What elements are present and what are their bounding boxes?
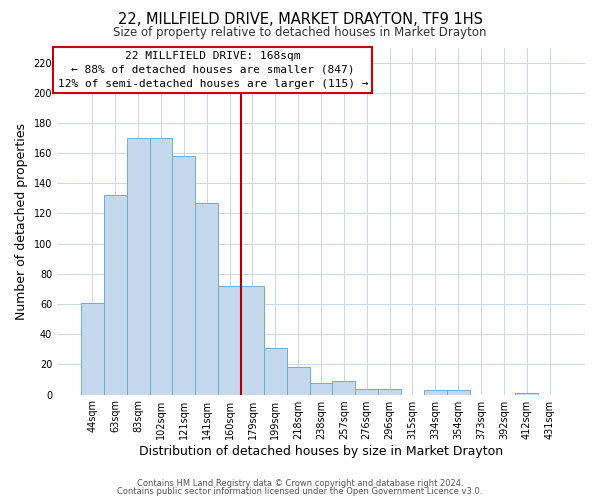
- Bar: [241, 286, 264, 395]
- Bar: [196, 203, 218, 394]
- Bar: [355, 388, 378, 394]
- Bar: [264, 348, 287, 395]
- Bar: [424, 390, 447, 394]
- Text: Contains HM Land Registry data © Crown copyright and database right 2024.: Contains HM Land Registry data © Crown c…: [137, 478, 463, 488]
- Text: 22, MILLFIELD DRIVE, MARKET DRAYTON, TF9 1HS: 22, MILLFIELD DRIVE, MARKET DRAYTON, TF9…: [118, 12, 482, 28]
- Text: Contains public sector information licensed under the Open Government Licence v3: Contains public sector information licen…: [118, 487, 482, 496]
- X-axis label: Distribution of detached houses by size in Market Drayton: Distribution of detached houses by size …: [139, 444, 503, 458]
- Bar: [127, 138, 149, 394]
- Bar: [149, 138, 172, 394]
- Bar: [81, 302, 104, 394]
- Bar: [218, 286, 241, 395]
- Bar: [172, 156, 196, 394]
- Y-axis label: Number of detached properties: Number of detached properties: [15, 122, 28, 320]
- Text: Size of property relative to detached houses in Market Drayton: Size of property relative to detached ho…: [113, 26, 487, 39]
- Bar: [447, 390, 470, 394]
- Bar: [310, 382, 332, 394]
- Bar: [287, 368, 310, 394]
- Bar: [378, 388, 401, 394]
- Bar: [515, 393, 538, 394]
- Text: 22 MILLFIELD DRIVE: 168sqm
← 88% of detached houses are smaller (847)
12% of sem: 22 MILLFIELD DRIVE: 168sqm ← 88% of deta…: [58, 51, 368, 89]
- Bar: [332, 381, 355, 394]
- Bar: [104, 196, 127, 394]
